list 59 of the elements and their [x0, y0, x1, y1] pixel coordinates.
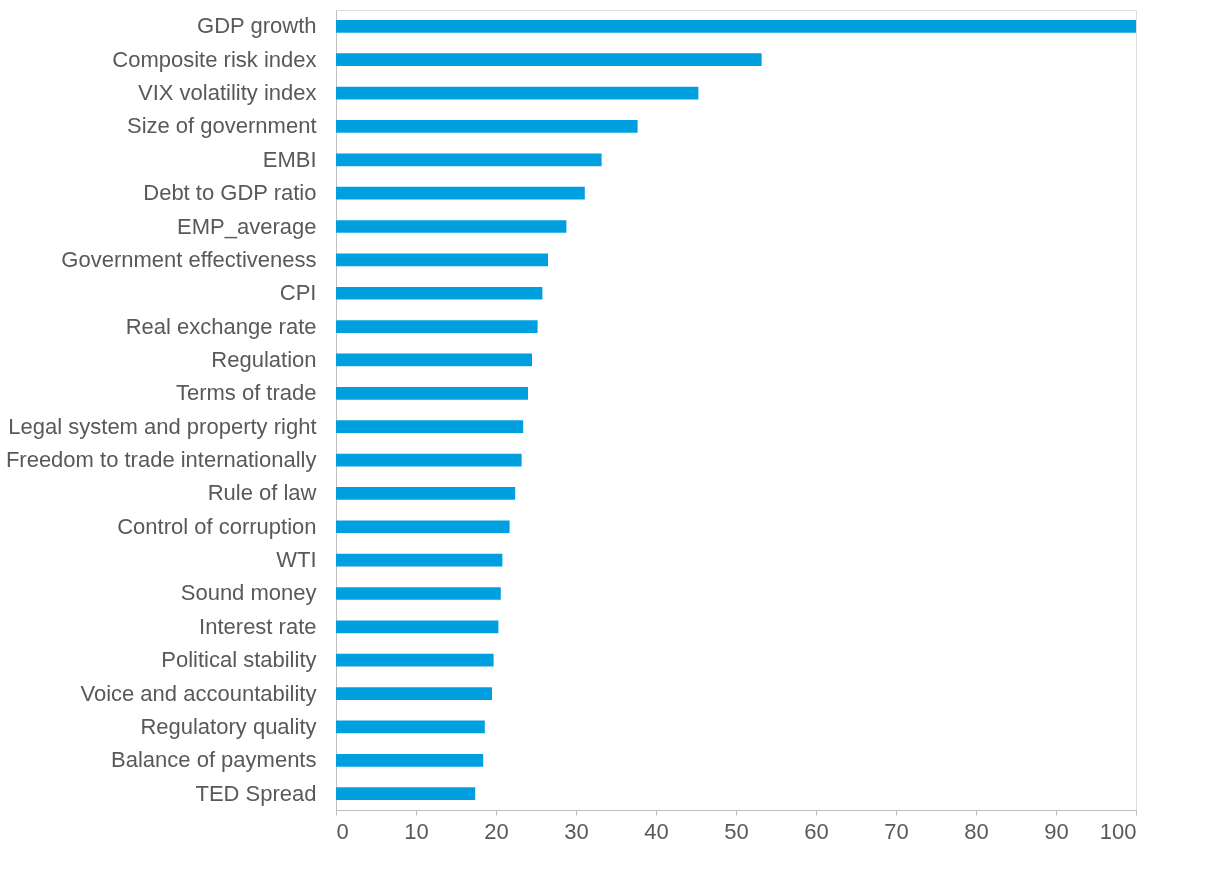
x-tick-label: 60	[804, 818, 829, 844]
bar	[336, 253, 548, 267]
bar	[336, 220, 567, 233]
y-tick-label: TED Spread	[195, 780, 317, 806]
bar	[336, 86, 699, 100]
bar	[336, 320, 538, 333]
x-tick-label: 80	[964, 818, 989, 844]
y-tick-label: Real exchange rate	[125, 313, 317, 339]
y-tick-label: GDP growth	[197, 13, 317, 39]
bar	[336, 186, 585, 200]
y-tick-label: EMBI	[262, 146, 317, 172]
y-tick-label: Voice and accountability	[80, 680, 317, 706]
bar	[336, 720, 485, 734]
y-tick-label: Political stability	[161, 647, 317, 673]
y-tick-label: Sound money	[180, 580, 317, 606]
x-tick-label: 70	[884, 818, 909, 844]
y-tick-label: Size of government	[126, 113, 317, 139]
y-tick-label: Regulatory quality	[140, 713, 317, 739]
bar	[336, 787, 476, 800]
y-tick-label: VIX volatility index	[137, 80, 317, 106]
y-tick-label: Debt to GDP ratio	[143, 180, 317, 206]
bar	[336, 153, 602, 167]
x-tick-label: 40	[644, 818, 669, 844]
y-tick-label: Government effectiveness	[61, 246, 317, 272]
bar	[336, 687, 492, 700]
y-tick-label: WTI	[276, 547, 317, 573]
bar	[336, 620, 499, 634]
x-tick-label: 100	[1099, 818, 1137, 844]
x-tick-label: 20	[484, 818, 509, 844]
bar	[336, 386, 528, 400]
bar	[336, 753, 484, 767]
x-tick-label: 30	[564, 818, 589, 844]
bar	[336, 120, 638, 133]
y-tick-label: Interest rate	[199, 613, 317, 639]
y-tick-label: Control of corruption	[117, 513, 317, 539]
y-tick-label: Freedom to trade internationally	[5, 447, 317, 473]
bar	[336, 53, 762, 67]
bar	[336, 553, 503, 567]
y-tick-label: Composite risk index	[112, 46, 317, 72]
bar	[336, 353, 532, 367]
x-tick-label: 10	[404, 818, 429, 844]
y-tick-label: Legal system and property right	[8, 413, 317, 439]
y-tick-label: Rule of law	[207, 480, 317, 506]
x-tick-label: 0	[336, 818, 349, 844]
bar	[336, 20, 1136, 33]
x-tick-label: 50	[724, 818, 749, 844]
y-tick-label: EMP_average	[177, 213, 317, 239]
y-tick-label: Balance of payments	[111, 747, 317, 773]
y-tick-label: Regulation	[211, 346, 317, 372]
y-tick-label: Terms of trade	[175, 380, 317, 406]
x-tick-label: 90	[1044, 818, 1069, 844]
bar	[336, 520, 510, 534]
bar	[336, 487, 516, 500]
bar	[336, 286, 543, 300]
bar	[336, 453, 522, 467]
bar	[336, 653, 494, 667]
y-tick-label: CPI	[279, 280, 317, 306]
bar	[336, 587, 501, 600]
bar	[336, 420, 524, 434]
